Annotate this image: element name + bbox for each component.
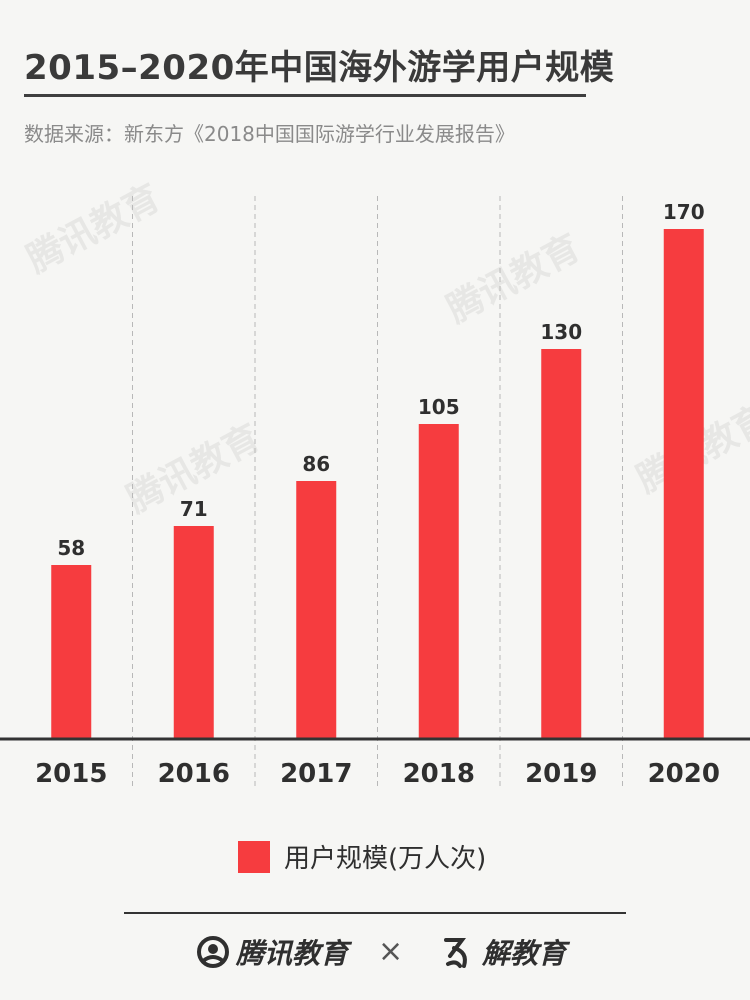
jiejiaoyu-logo-icon xyxy=(444,938,467,968)
bar-2020 xyxy=(663,229,704,739)
bar-2015 xyxy=(51,565,92,739)
data-label-2015: 58 xyxy=(57,536,85,560)
bar-series: 58 71 86 105 130 170 xyxy=(51,200,705,739)
bar-2017 xyxy=(296,481,337,739)
grid-lines xyxy=(132,196,623,790)
data-label-2019: 130 xyxy=(540,320,582,344)
legend: 用户规模(万人次) xyxy=(238,838,486,875)
x-tick-2018: 2018 xyxy=(403,759,475,789)
footer-divider xyxy=(124,912,626,914)
data-label-2020: 170 xyxy=(663,200,705,224)
x-tick-2017: 2017 xyxy=(280,759,352,789)
tencent-edu-logo-icon xyxy=(197,936,229,968)
brand-jiejiaoyu: 解教育 xyxy=(440,932,566,972)
x-tick-2020: 2020 xyxy=(648,759,720,789)
bar-2018 xyxy=(418,424,459,739)
legend-label: 用户规模(万人次) xyxy=(284,844,487,874)
legend-swatch xyxy=(238,840,270,873)
x-tick-2016: 2016 xyxy=(158,759,230,789)
bar-chart: 58 71 86 105 130 170 2015 2016 2017 2018 2019 2020 xyxy=(0,196,750,790)
brand-right-label: 解教育 xyxy=(482,937,567,970)
chart-title: 2015–2020年中国海外游学用户规模 xyxy=(24,48,615,88)
x-tick-labels: 2015 2016 2017 2018 2019 2020 xyxy=(35,759,720,789)
brand-tencent-edu: 腾讯教育 xyxy=(196,932,348,972)
x-tick-2015: 2015 xyxy=(35,759,107,789)
data-label-2018: 105 xyxy=(418,395,460,419)
data-source: 数据来源：新东方《2018中国国际游学行业发展报告》 xyxy=(24,122,515,146)
brand-left-label: 腾讯教育 xyxy=(236,937,349,970)
x-tick-2019: 2019 xyxy=(525,759,597,789)
title-underline xyxy=(24,94,586,97)
separator: × xyxy=(378,934,404,969)
footer: 腾讯教育 × 解教育 xyxy=(0,922,750,982)
bar-2019 xyxy=(541,349,582,739)
data-label-2016: 71 xyxy=(180,497,208,521)
bar-2016 xyxy=(173,526,214,739)
data-label-2017: 86 xyxy=(302,452,330,476)
